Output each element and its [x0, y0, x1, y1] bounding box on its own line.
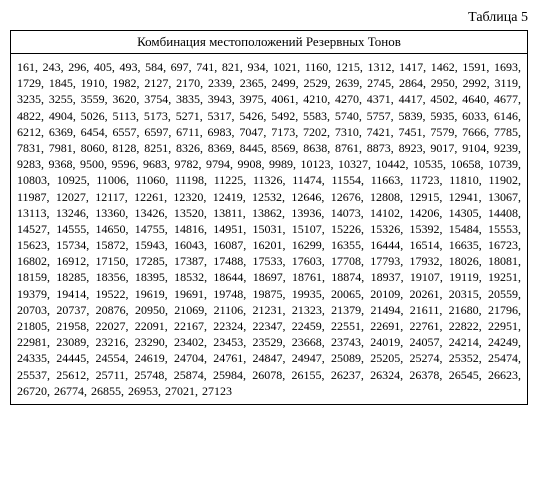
numbers-cell: 161, 243, 296, 405, 493, 584, 697, 741, …	[11, 54, 528, 405]
table-header: Комбинация местоположений Резервных Тоно…	[11, 31, 528, 54]
tone-table: Комбинация местоположений Резервных Тоно…	[10, 30, 528, 405]
table-label: Таблица 5	[10, 10, 528, 26]
